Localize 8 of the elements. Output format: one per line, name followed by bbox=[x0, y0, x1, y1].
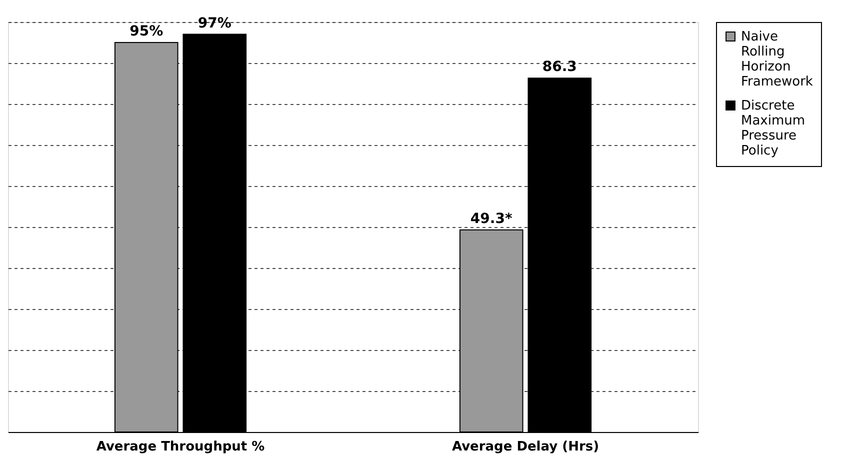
data-label: 95% bbox=[130, 24, 164, 40]
x-tick-label: Average Throughput % bbox=[96, 440, 265, 454]
data-label: 49.3* bbox=[470, 210, 513, 227]
x-tick-label: Average Delay (Hrs) bbox=[452, 440, 600, 454]
data-label: 86.3 bbox=[542, 59, 577, 76]
data-label: 97% bbox=[198, 15, 232, 32]
legend-label: Naive Rolling Horizon Framework bbox=[741, 30, 814, 90]
legend-label: Discrete Maximum Pressure Policy bbox=[741, 98, 806, 158]
